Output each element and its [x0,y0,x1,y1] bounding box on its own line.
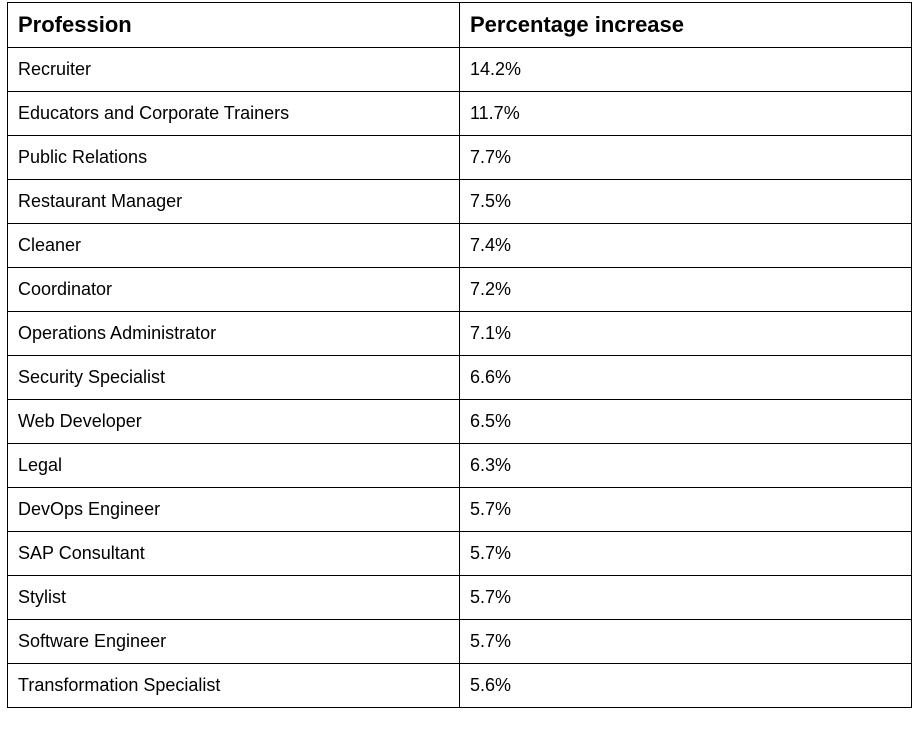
percentage-cell: 7.2% [459,267,912,312]
profession-cell: Web Developer [7,399,460,444]
header-profession: Profession [7,2,460,48]
table-row: Legal 6.3% [7,443,912,488]
percentage-cell: 11.7% [459,91,912,136]
percentage-cell: 5.7% [459,619,912,664]
percentage-cell: 5.7% [459,531,912,576]
table-row: Operations Administrator 7.1% [7,311,912,356]
table-body: Recruiter 14.2% Educators and Corporate … [7,47,912,708]
percentage-cell: 6.6% [459,355,912,400]
table-row: Security Specialist 6.6% [7,355,912,400]
profession-cell: Transformation Specialist [7,663,460,708]
table-row: Cleaner 7.4% [7,223,912,268]
table-row: Transformation Specialist 5.6% [7,663,912,708]
profession-cell: DevOps Engineer [7,487,460,532]
percentage-cell: 7.1% [459,311,912,356]
profession-cell: Public Relations [7,135,460,180]
percentage-cell: 6.3% [459,443,912,488]
header-row: Profession Percentage increase [7,2,912,48]
profession-cell: Operations Administrator [7,311,460,356]
header-percentage-increase: Percentage increase [459,2,912,48]
profession-cell: Cleaner [7,223,460,268]
profession-cell: Stylist [7,575,460,620]
table-row: Coordinator 7.2% [7,267,912,312]
profession-growth-table: Profession Percentage increase Recruiter… [7,2,912,708]
profession-cell: Security Specialist [7,355,460,400]
table-row: SAP Consultant 5.7% [7,531,912,576]
profession-cell: Recruiter [7,47,460,92]
table-header: Profession Percentage increase [7,2,912,48]
profession-cell: Restaurant Manager [7,179,460,224]
profession-cell: Educators and Corporate Trainers [7,91,460,136]
profession-cell: Software Engineer [7,619,460,664]
profession-cell: Coordinator [7,267,460,312]
table-row: Public Relations 7.7% [7,135,912,180]
percentage-cell: 7.7% [459,135,912,180]
percentage-cell: 6.5% [459,399,912,444]
table-row: Stylist 5.7% [7,575,912,620]
percentage-cell: 7.5% [459,179,912,224]
profession-cell: SAP Consultant [7,531,460,576]
table-row: Restaurant Manager 7.5% [7,179,912,224]
percentage-cell: 5.7% [459,487,912,532]
percentage-cell: 14.2% [459,47,912,92]
percentage-cell: 5.7% [459,575,912,620]
table-row: DevOps Engineer 5.7% [7,487,912,532]
percentage-cell: 5.6% [459,663,912,708]
profession-cell: Legal [7,443,460,488]
percentage-cell: 7.4% [459,223,912,268]
table-row: Recruiter 14.2% [7,47,912,92]
table-row: Educators and Corporate Trainers 11.7% [7,91,912,136]
table-row: Web Developer 6.5% [7,399,912,444]
table-row: Software Engineer 5.7% [7,619,912,664]
